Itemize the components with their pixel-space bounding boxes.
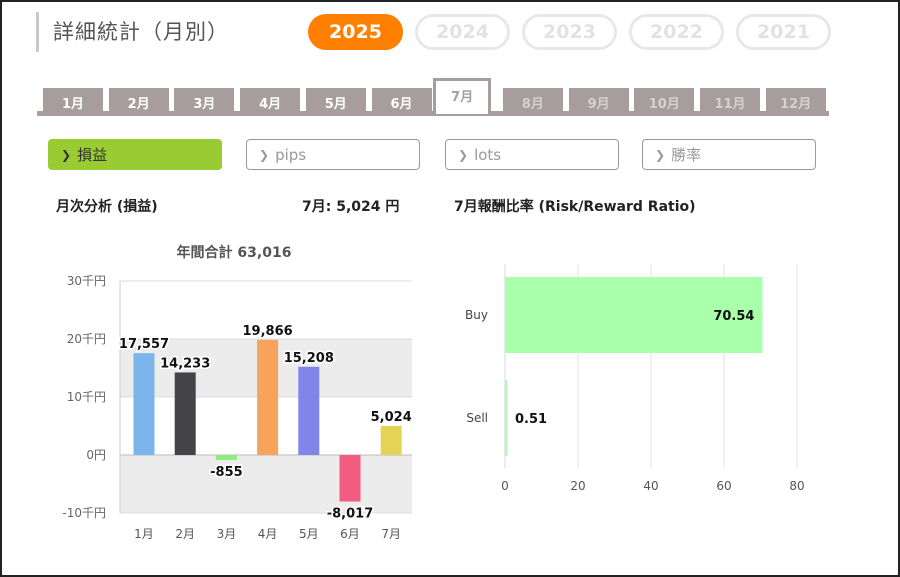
bar-5月[interactable] [298,366,320,455]
month-tab-2[interactable]: 2月 [108,88,169,116]
bar-2月[interactable] [174,372,196,455]
x-tick-label: 60 [716,479,731,493]
data-label: 5,024 [371,410,412,425]
year-tab-2022[interactable]: 2022 [629,14,724,50]
data-label: 15,208 [284,351,334,366]
monthly-pl-chart: 年間合計 63,016 30千円 20千円 10千円 0円 -10千円 17,557 1月 14… [62,244,413,541]
data-label: 0.51 [515,412,547,427]
x-tick-label: 7月 [381,527,401,541]
chevron-right-icon: ❯ [655,147,666,162]
bar-3月[interactable] [215,455,237,460]
year-tab-2024[interactable]: 2024 [415,14,510,50]
metric-label: lots [474,145,502,164]
data-label: 17,557 [119,337,169,352]
data-label: -855 [210,465,243,480]
metric-button-pl[interactable]: ❯ 損益 [48,139,222,170]
month-tab-3[interactable]: 3月 [174,88,235,116]
y-tick-label: 0円 [86,448,106,462]
bar-buy[interactable] [505,277,763,353]
month-tab-baseline [37,111,829,116]
x-tick-label: 1月 [134,527,154,541]
metric-label: pips [275,145,307,164]
x-tick-label: 2月 [175,527,195,541]
monthly-analysis-title: 月次分析 (損益) [56,199,158,215]
metric-button-winrate[interactable]: ❯ 勝率 [642,139,816,170]
month-tab-12[interactable]: 12月 [765,88,826,116]
page-title: 詳細統計（月別） [36,12,229,52]
month-tab-7[interactable]: 7月 [433,78,492,114]
bar-6月[interactable] [339,455,361,502]
data-label: 19,866 [243,324,293,339]
year-tab-2021[interactable]: 2021 [736,14,831,50]
data-label: 70.54 [713,309,754,324]
month-tab-6[interactable]: 6月 [371,88,432,116]
x-tick-label: 80 [789,479,804,493]
bar-4月[interactable] [257,339,279,455]
bar-1月[interactable] [133,353,155,455]
year-tab-2025[interactable]: 2025 [308,14,403,50]
month-tab-8[interactable]: 8月 [502,88,563,116]
month-tab-4[interactable]: 4月 [240,88,301,116]
x-tick-label: 40 [643,479,658,493]
x-tick-label: 3月 [217,527,237,541]
current-month-value: 7月: 5,024 円 [302,199,400,215]
metric-label: 損益 [77,146,108,164]
month-tab-9[interactable]: 9月 [568,88,629,116]
chevron-right-icon: ❯ [458,147,469,162]
metric-button-lots[interactable]: ❯ lots [445,139,619,170]
x-tick-label: 6月 [340,527,360,541]
x-tick-label: 0 [501,479,509,493]
metric-button-pips[interactable]: ❯ pips [246,139,420,170]
y-tick-label: 20千円 [67,332,106,346]
risk-reward-title: 7月報酬比率 (Risk/Reward Ratio) [454,199,696,215]
data-label: 14,233 [160,356,210,371]
x-tick-label: 4月 [258,527,278,541]
annual-total-label: 年間合計 63,016 [177,244,292,261]
y-tick-label: Sell [466,411,488,425]
month-tabs: 1月 2月 3月 4月 5月 6月 7月 8月 9月 10月 11月 12月 [37,78,829,116]
plot-band [120,455,412,513]
chevron-right-icon: ❯ [61,147,72,162]
month-tab-11[interactable]: 11月 [700,88,760,116]
year-tabs: 2025 2024 2023 2022 2021 [308,14,831,50]
month-tab-1[interactable]: 1月 [43,88,103,116]
y-tick-label: 10千円 [67,390,106,404]
bar-sell[interactable] [505,380,507,456]
x-tick-label: 20 [570,479,585,493]
risk-reward-chart: 0 20 40 60 80 Buy 70.54 Sell 0.51 [465,264,805,493]
month-tab-5[interactable]: 5月 [305,88,366,116]
year-tab-2023[interactable]: 2023 [522,14,617,50]
chevron-right-icon: ❯ [259,147,270,162]
x-tick-label: 5月 [299,527,319,541]
y-tick-label: Buy [465,308,488,322]
bar-7月[interactable] [380,425,402,455]
y-tick-label: -10千円 [62,506,106,520]
y-tick-label: 30千円 [67,274,106,288]
data-label: -8,017 [327,506,374,521]
month-tab-10[interactable]: 10月 [634,88,695,116]
metric-label: 勝率 [671,146,702,164]
